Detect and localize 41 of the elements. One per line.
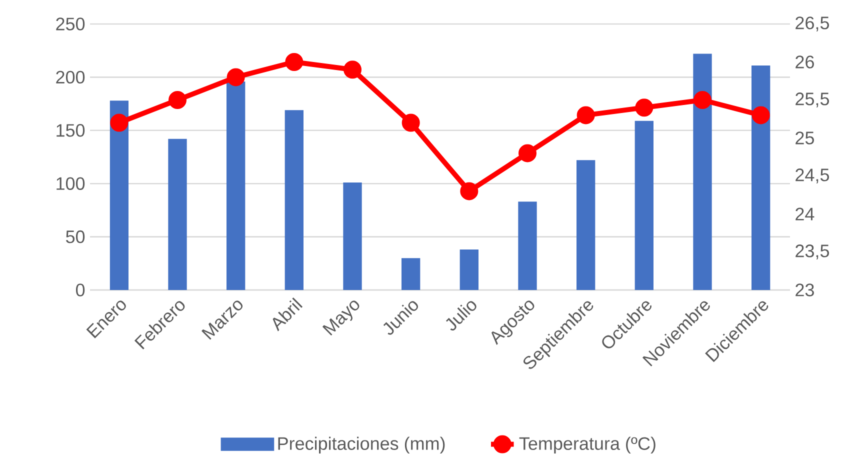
bar [226, 81, 246, 290]
x-tick-label: Julio [446, 301, 476, 331]
point [226, 68, 245, 86]
y-tick-label: 200 [56, 70, 85, 84]
legend-label: Precipitaciones (mm) [278, 436, 445, 454]
bar [402, 258, 420, 290]
point [694, 90, 712, 109]
bar [284, 110, 304, 290]
y2-tick-label: 25 [796, 132, 814, 144]
point [518, 144, 536, 162]
point [635, 98, 654, 117]
y2-tick-label: 23,5 [796, 244, 829, 260]
y2-tick-label: 25,5 [796, 92, 829, 108]
y-tick-label: 100 [56, 177, 85, 190]
bar [576, 160, 596, 290]
y-tick-label: 150 [56, 124, 85, 137]
bar [460, 250, 479, 290]
bar [168, 138, 187, 290]
y2-tick-label: 24 [796, 208, 814, 220]
y2-tick-label: 23 [796, 284, 814, 296]
point [110, 114, 128, 132]
point [344, 60, 362, 79]
point [168, 90, 187, 109]
point [285, 52, 304, 71]
bar [343, 182, 362, 290]
bar [110, 100, 129, 290]
bar [634, 120, 654, 290]
y2-tick-label: 26 [796, 56, 814, 68]
legend-label: Temperatura (ºC) [519, 436, 656, 454]
bar [518, 202, 537, 290]
y-tick-label: 50 [66, 230, 85, 244]
y2-tick-label: 24,5 [796, 168, 829, 184]
point [576, 106, 595, 124]
point [460, 182, 478, 200]
y-tick-label: 250 [56, 18, 85, 30]
point [402, 114, 420, 132]
y-tick-label: 0 [76, 284, 85, 296]
point [752, 106, 770, 124]
y2-tick-label: 26,5 [796, 16, 829, 32]
bar [752, 65, 770, 290]
bar [693, 54, 712, 290]
